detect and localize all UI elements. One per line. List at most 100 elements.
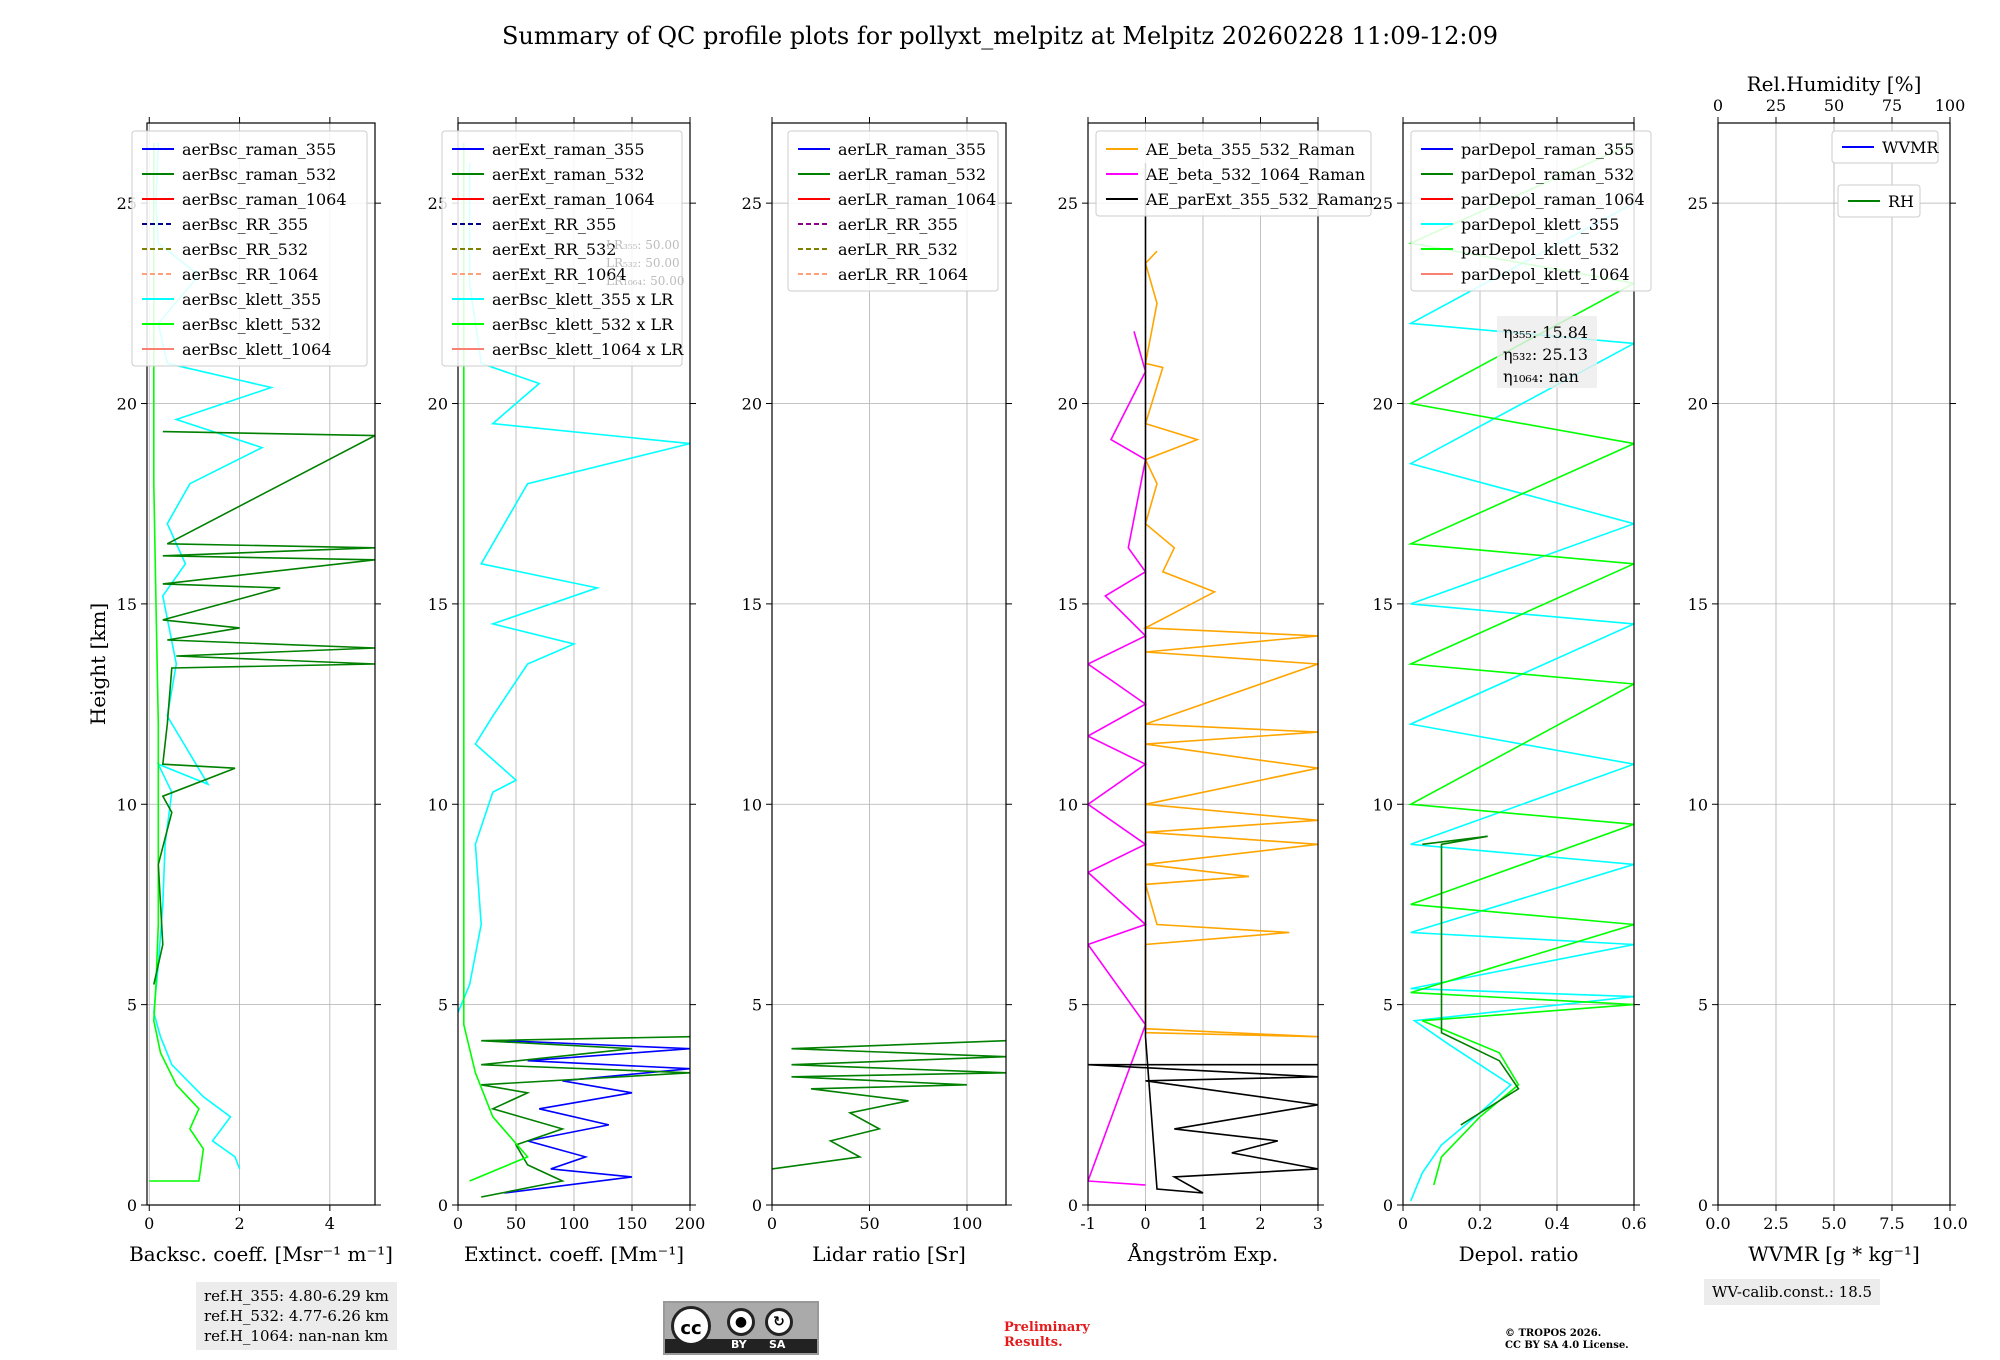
x-tick-label: 0 (453, 1214, 463, 1233)
y-tick-label: 0 (1068, 1196, 1078, 1215)
y-tick-label: 10 (1058, 795, 1078, 814)
y-tick-label: 15 (428, 595, 448, 614)
legend-label: parDepol_raman_355 (1461, 140, 1634, 159)
x-tick-label: 200 (675, 1214, 706, 1233)
legend-label: aerExt_raman_355 (492, 140, 645, 159)
top-tick-label: 25 (1766, 96, 1786, 115)
y-tick-label: 20 (742, 395, 762, 414)
legend-label: parDepol_klett_1064 (1461, 265, 1630, 284)
axes-frame (146, 122, 376, 1206)
legend-label: aerBsc_RR_355 (182, 215, 308, 234)
y-tick-label: 0 (127, 1196, 137, 1215)
series-parDepol_raman_532 (1422, 835, 1520, 1126)
legend-label: aerBsc_RR_532 (182, 240, 308, 259)
top-tick-label: 100 (1935, 96, 1966, 115)
series-group (458, 143, 690, 1198)
legend-label: aerBsc_RR_1064 (182, 265, 318, 284)
x-tick-label: 0 (1398, 1214, 1408, 1233)
x-tick-label: 100 (559, 1214, 590, 1233)
series-AE_parExt_355_532_Raman (1088, 163, 1318, 1194)
y-tick-label: 20 (1688, 395, 1708, 414)
attribution-icon: ● (727, 1308, 755, 1336)
ref-height-1064: ref.H_1064: nan-nan km (204, 1327, 389, 1345)
panel-water_vapor: 0.0 2.5 5.0 7.5 10.0 0 5 10 15 20 25 WVMR [g * kg⁻¹… (1688, 72, 1968, 1266)
series-aerExt_raman_355 (504, 1039, 690, 1194)
series-aerBsc_klett_532 x LR (462, 143, 529, 1182)
y-tick-label: 0 (752, 1196, 762, 1215)
legend-box (1410, 130, 1652, 292)
legend-box (1095, 130, 1372, 217)
legend-label: AE_beta_532_1064_Raman (1145, 165, 1365, 184)
legend-label: aerBsc_raman_532 (182, 165, 336, 184)
cc-license-badge: cc ● ↻ BY SA (663, 1301, 819, 1355)
x-axis-label: Backsc. coeff. [Msr⁻¹ m⁻¹] (129, 1242, 393, 1266)
x-tick-label: 2 (234, 1214, 244, 1233)
annotation-line: LR₁₀₆₄: 50.00 (606, 274, 684, 288)
legend-label: aerBsc_klett_532 (182, 315, 321, 334)
top-tick-label: 75 (1882, 96, 1902, 115)
x-axis-label: Depol. ratio (1459, 1242, 1579, 1266)
legend-box (441, 130, 683, 367)
annotation-line: LR₅₃₂: 50.00 (606, 256, 680, 270)
axes-frame (771, 122, 1007, 1206)
y-tick-label: 15 (1688, 595, 1708, 614)
y-tick-label: 15 (1373, 595, 1393, 614)
cc-logo-icon: cc (671, 1306, 711, 1346)
x-tick-label: 0.6 (1621, 1214, 1646, 1233)
x-tick-label: 5.0 (1821, 1214, 1846, 1233)
y-tick-label: 10 (742, 795, 762, 814)
legend-label: WVMR (1882, 138, 1939, 157)
x-tick-label: 0.4 (1544, 1214, 1569, 1233)
series-aerBsc_klett_355 x LR (458, 163, 690, 1013)
y-tick-label: 25 (1688, 194, 1708, 213)
series-parDepol_klett_532 (1407, 142, 1634, 1186)
y-tick-label: 0 (1698, 1196, 1708, 1215)
x-tick-label: 0 (767, 1214, 777, 1233)
legend-label: aerExt_RR_532 (492, 240, 616, 259)
legend-label: aerLR_RR_1064 (838, 265, 968, 284)
x-tick-label: 0.2 (1467, 1214, 1492, 1233)
y-tick-label: 5 (752, 996, 762, 1015)
legend-label: aerLR_RR_532 (838, 240, 958, 259)
legend-label: aerExt_raman_532 (492, 165, 645, 184)
x-tick-label: 4 (325, 1214, 335, 1233)
preliminary-note: Preliminary Results. (1004, 1320, 1090, 1350)
top-axis-label: Rel.Humidity [%] (1747, 72, 1922, 96)
cc-sa-label: SA (769, 1338, 786, 1351)
series-aerExt_raman_532 (481, 1035, 690, 1198)
y-tick-label: 5 (1068, 996, 1078, 1015)
y-tick-label: 20 (428, 395, 448, 414)
x-tick-label: 0.0 (1705, 1214, 1730, 1233)
legend-label: parDepol_raman_532 (1461, 165, 1634, 184)
x-tick-label: 2 (1255, 1214, 1265, 1233)
y-tick-label: 15 (1058, 595, 1078, 614)
legend-label: aerBsc_raman_1064 (182, 190, 347, 209)
legend-label: aerExt_RR_1064 (492, 265, 627, 284)
annotation-line: η₃₅₅: 15.84 (1503, 323, 1588, 342)
share-alike-icon: ↻ (765, 1308, 793, 1336)
x-axis-label: WVMR [g * kg⁻¹] (1748, 1242, 1920, 1266)
x-tick-label: 1 (1198, 1214, 1208, 1233)
x-tick-label: 50 (859, 1214, 879, 1233)
legend-label: aerBsc_raman_355 (182, 140, 336, 159)
reference-height-box: ref.H_355: 4.80-6.29 km ref.H_532: 4.77-… (196, 1282, 397, 1350)
y-tick-label: 0 (1383, 1196, 1393, 1215)
legend-label: aerBsc_klett_532 x LR (492, 315, 674, 334)
y-tick-label: 5 (438, 996, 448, 1015)
annotation-line: η₁₀₆₄: nan (1503, 367, 1579, 386)
legend-label: aerExt_raman_1064 (492, 190, 655, 209)
y-tick-label: 25 (1373, 194, 1393, 213)
x-tick-label: 100 (952, 1214, 983, 1233)
legend-label: aerLR_RR_355 (838, 215, 958, 234)
panel-lidar_ratio: 0 50 100 0 5 10 15 20 25 Lidar ratio [Sr] aerLR_ra… (742, 117, 1012, 1266)
legend-label: parDepol_klett_532 (1461, 240, 1619, 259)
annotation-box (1497, 316, 1597, 388)
legend-label: parDepol_raman_1064 (1461, 190, 1645, 209)
cc-by-label: BY (731, 1338, 747, 1351)
legend-label: AE_parExt_355_532_Raman (1145, 190, 1374, 209)
wv-calibration-box: WV-calib.const.: 18.5 (1704, 1279, 1881, 1305)
legend-box (1831, 130, 1939, 164)
ref-height-532: ref.H_532: 4.77-6.26 km (204, 1307, 389, 1325)
